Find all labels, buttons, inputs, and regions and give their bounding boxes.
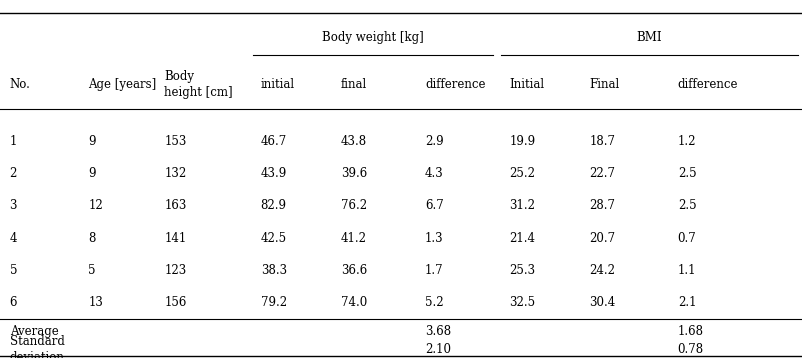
Text: 6: 6 (10, 296, 17, 309)
Text: 13: 13 (88, 296, 103, 309)
Text: 42.5: 42.5 (261, 232, 287, 245)
Text: 25.3: 25.3 (509, 264, 536, 277)
Text: 25.2: 25.2 (509, 167, 535, 180)
Text: No.: No. (10, 78, 30, 91)
Text: 38.3: 38.3 (261, 264, 287, 277)
Text: initial: initial (261, 78, 295, 91)
Text: 82.9: 82.9 (261, 199, 286, 212)
Text: 4.3: 4.3 (425, 167, 444, 180)
Text: 19.9: 19.9 (509, 135, 536, 148)
Text: 0.78: 0.78 (678, 343, 704, 355)
Text: 9: 9 (88, 167, 95, 180)
Text: 2.5: 2.5 (678, 167, 696, 180)
Text: 1.1: 1.1 (678, 264, 696, 277)
Text: 36.6: 36.6 (341, 264, 367, 277)
Text: 32.5: 32.5 (509, 296, 536, 309)
Text: 153: 153 (164, 135, 187, 148)
Text: 1.3: 1.3 (425, 232, 444, 245)
Text: 123: 123 (164, 264, 187, 277)
Text: 156: 156 (164, 296, 187, 309)
Text: 8: 8 (88, 232, 95, 245)
Text: difference: difference (678, 78, 738, 91)
Text: 43.9: 43.9 (261, 167, 287, 180)
Text: Average: Average (10, 325, 59, 338)
Text: 3.68: 3.68 (425, 325, 452, 338)
Text: Body weight [kg]: Body weight [kg] (322, 31, 423, 44)
Text: 2.10: 2.10 (425, 343, 451, 355)
Text: Final: Final (589, 78, 620, 91)
Text: 22.7: 22.7 (589, 167, 615, 180)
Text: 5: 5 (10, 264, 17, 277)
Text: 4: 4 (10, 232, 17, 245)
Text: 12: 12 (88, 199, 103, 212)
Text: 28.7: 28.7 (589, 199, 615, 212)
Text: 9: 9 (88, 135, 95, 148)
Text: 1.68: 1.68 (678, 325, 703, 338)
Text: 76.2: 76.2 (341, 199, 367, 212)
Text: 74.0: 74.0 (341, 296, 367, 309)
Text: 39.6: 39.6 (341, 167, 367, 180)
Text: 1: 1 (10, 135, 17, 148)
Text: Body
height [cm]: Body height [cm] (164, 69, 233, 99)
Text: 6.7: 6.7 (425, 199, 444, 212)
Text: 2.1: 2.1 (678, 296, 696, 309)
Text: final: final (341, 78, 367, 91)
Text: 30.4: 30.4 (589, 296, 616, 309)
Text: Standard
deviation: Standard deviation (10, 334, 64, 358)
Text: Initial: Initial (509, 78, 545, 91)
Text: 21.4: 21.4 (509, 232, 535, 245)
Text: 41.2: 41.2 (341, 232, 367, 245)
Text: 31.2: 31.2 (509, 199, 535, 212)
Text: 0.7: 0.7 (678, 232, 696, 245)
Text: 5.2: 5.2 (425, 296, 444, 309)
Text: 2.9: 2.9 (425, 135, 444, 148)
Text: 2.5: 2.5 (678, 199, 696, 212)
Text: 79.2: 79.2 (261, 296, 287, 309)
Text: 46.7: 46.7 (261, 135, 287, 148)
Text: 5: 5 (88, 264, 95, 277)
Text: 20.7: 20.7 (589, 232, 616, 245)
Text: 18.7: 18.7 (589, 135, 615, 148)
Text: difference: difference (425, 78, 485, 91)
Text: 1.7: 1.7 (425, 264, 444, 277)
Text: 43.8: 43.8 (341, 135, 367, 148)
Text: 141: 141 (164, 232, 187, 245)
Text: BMI: BMI (637, 31, 662, 44)
Text: 1.2: 1.2 (678, 135, 696, 148)
Text: 3: 3 (10, 199, 17, 212)
Text: 2: 2 (10, 167, 17, 180)
Text: 24.2: 24.2 (589, 264, 615, 277)
Text: 132: 132 (164, 167, 187, 180)
Text: Age [years]: Age [years] (88, 78, 156, 91)
Text: 163: 163 (164, 199, 187, 212)
